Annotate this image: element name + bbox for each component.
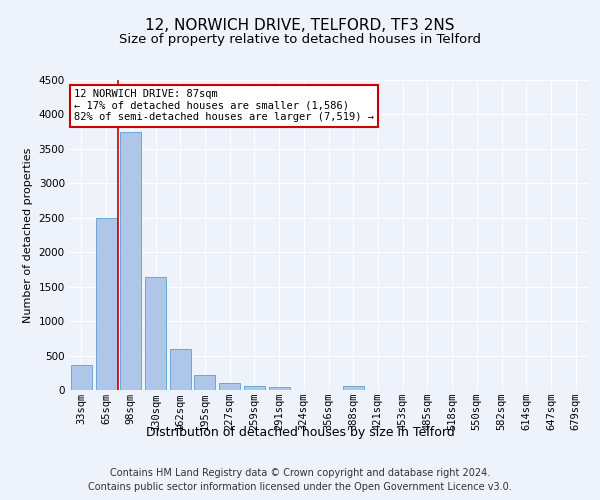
Bar [194,374,215,390]
Bar [170,350,191,390]
Text: 12, NORWICH DRIVE, TELFORD, TF3 2NS: 12, NORWICH DRIVE, TELFORD, TF3 2NS [145,18,455,32]
Bar [219,383,240,390]
Bar [343,386,364,390]
Text: Size of property relative to detached houses in Telford: Size of property relative to detached ho… [119,32,481,46]
Bar [269,387,290,390]
Bar [120,132,141,390]
Text: Contains HM Land Registry data © Crown copyright and database right 2024.: Contains HM Land Registry data © Crown c… [110,468,490,477]
Text: Distribution of detached houses by size in Telford: Distribution of detached houses by size … [146,426,454,439]
Text: Contains public sector information licensed under the Open Government Licence v3: Contains public sector information licen… [88,482,512,492]
Y-axis label: Number of detached properties: Number of detached properties [23,148,33,322]
Bar [71,364,92,390]
Text: 12 NORWICH DRIVE: 87sqm
← 17% of detached houses are smaller (1,586)
82% of semi: 12 NORWICH DRIVE: 87sqm ← 17% of detache… [74,90,374,122]
Bar [244,386,265,390]
Bar [95,218,116,390]
Bar [145,277,166,390]
